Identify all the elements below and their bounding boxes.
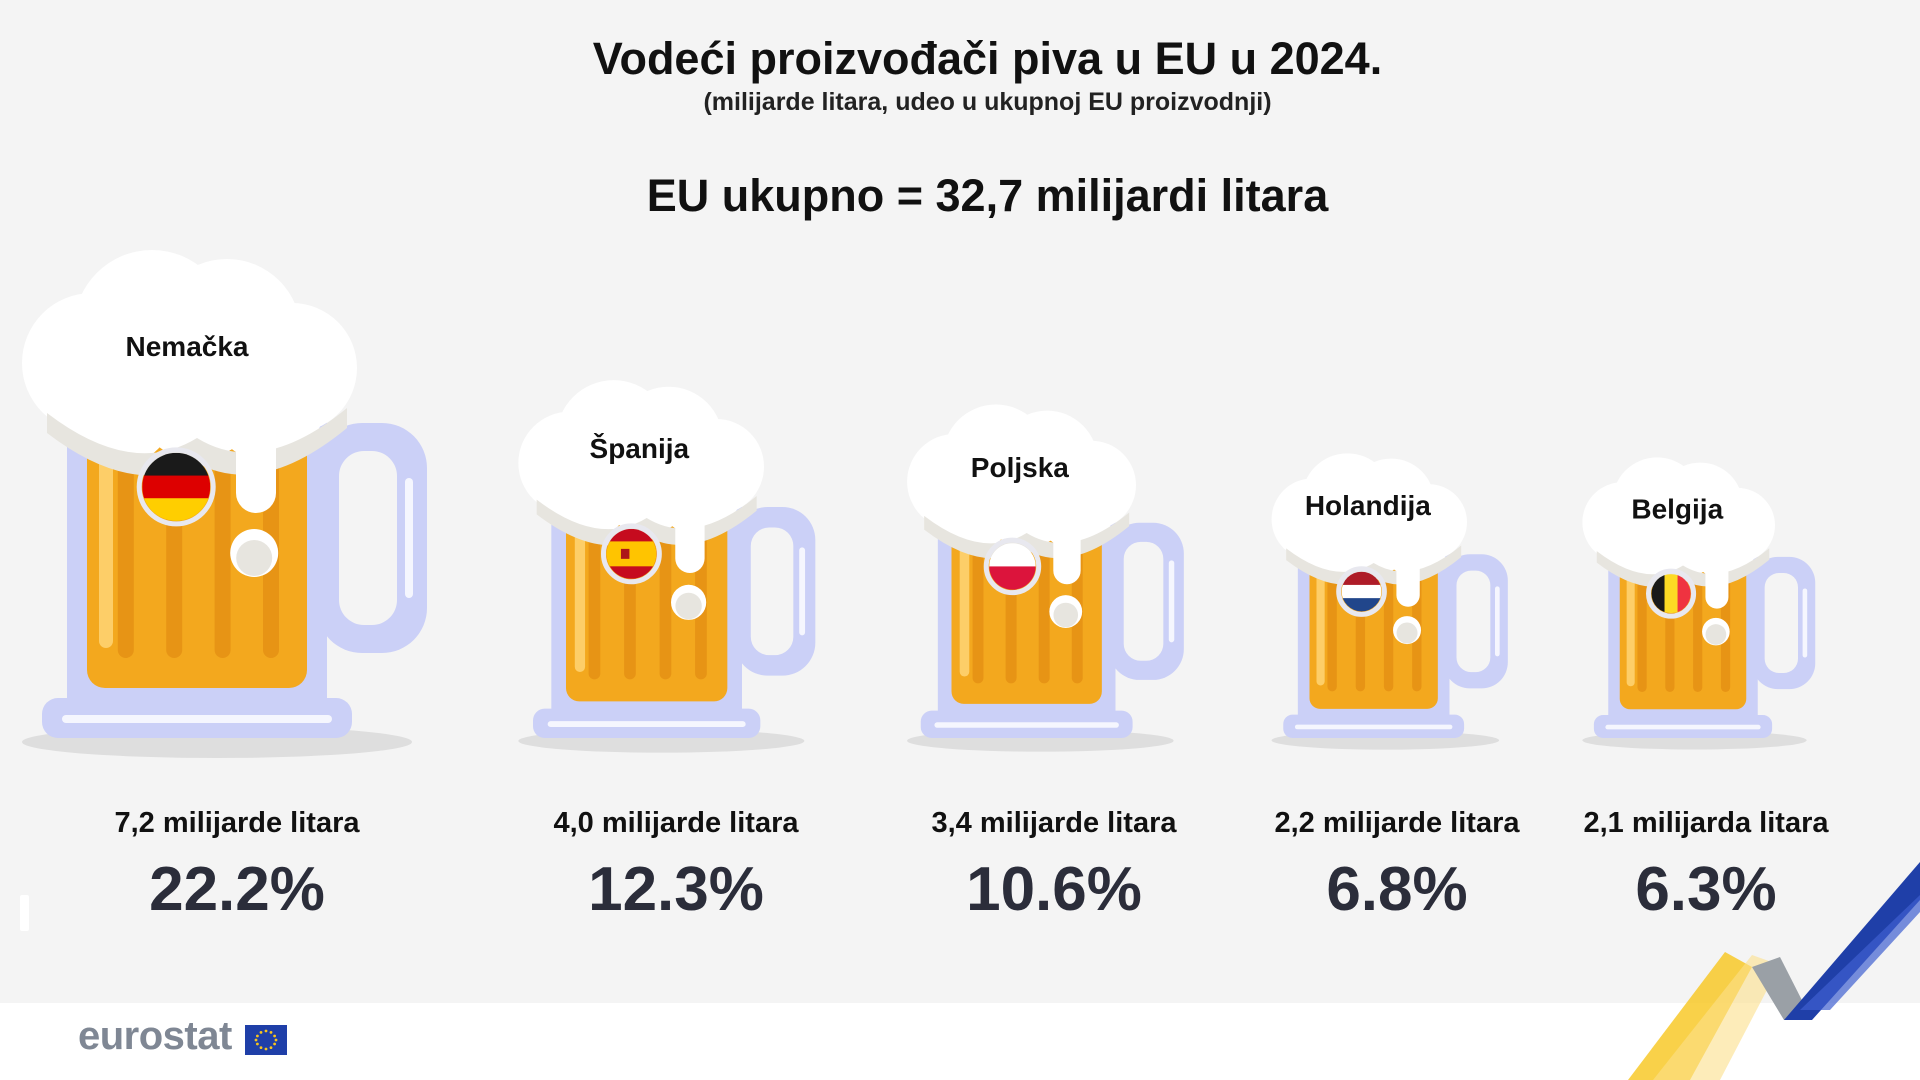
chart-subtitle: (milijarde litara, udeo u ukupnoj EU pro… — [703, 88, 1272, 116]
share-label: 10.6% — [966, 855, 1142, 924]
beer-foam — [1271, 453, 1468, 645]
beer-mug-5: Belgija — [1582, 457, 1816, 750]
beer-mug-1: Nemačka — [22, 250, 427, 758]
foam-drip — [1396, 551, 1420, 607]
foam-drip — [236, 418, 276, 513]
spain-flag-icon — [606, 528, 657, 579]
side-mark — [20, 895, 29, 931]
volume-label: 3,4 milijarde litara — [931, 807, 1177, 839]
beer-foam — [22, 250, 357, 577]
share-label: 22.2% — [149, 855, 325, 924]
beer-foam — [1582, 457, 1775, 646]
country-label: Poljska — [971, 452, 1069, 483]
beer-mug-3: Poljska — [907, 404, 1184, 752]
chart-title: Vodeći proizvođači piva u EU u 2024. — [592, 33, 1383, 84]
share-label: 6.8% — [1326, 855, 1467, 924]
eu-total: EU ukupno = 32,7 milijardi litara — [646, 170, 1329, 221]
beer-mug-chart: Nemačka 7,2 milijarde litara 22.2% Španija 4… — [22, 250, 1829, 924]
footer — [0, 1003, 1920, 1080]
share-label: 6.3% — [1635, 855, 1776, 924]
volume-label: 2,1 milijarda litara — [1583, 807, 1829, 839]
volume-label: 4,0 milijarde litara — [553, 807, 799, 839]
belgium-flag-icon — [1651, 574, 1691, 614]
beer-mug-2: Španija — [518, 380, 816, 753]
eurostat-logo: eurostat — [78, 1014, 232, 1058]
country-label: Nemačka — [126, 331, 249, 362]
country-label: Španija — [590, 432, 690, 464]
foam-drip — [1053, 519, 1081, 585]
beer-foam — [518, 380, 764, 620]
country-label: Holandija — [1305, 490, 1431, 521]
poland-flag-icon — [989, 543, 1036, 590]
germany-flag-icon — [142, 452, 211, 521]
volume-label: 7,2 milijarde litara — [114, 807, 360, 839]
share-label: 12.3% — [588, 855, 764, 924]
beer-mug-4: Holandija — [1271, 453, 1508, 750]
eu-flag-icon — [245, 1025, 287, 1055]
netherlands-flag-icon — [1341, 571, 1382, 612]
foam-drip — [675, 503, 705, 573]
volume-label: 2,2 milijarde litara — [1274, 807, 1520, 839]
foam-drip — [1705, 554, 1729, 609]
beer-foam — [907, 404, 1137, 628]
country-label: Belgija — [1631, 493, 1723, 524]
